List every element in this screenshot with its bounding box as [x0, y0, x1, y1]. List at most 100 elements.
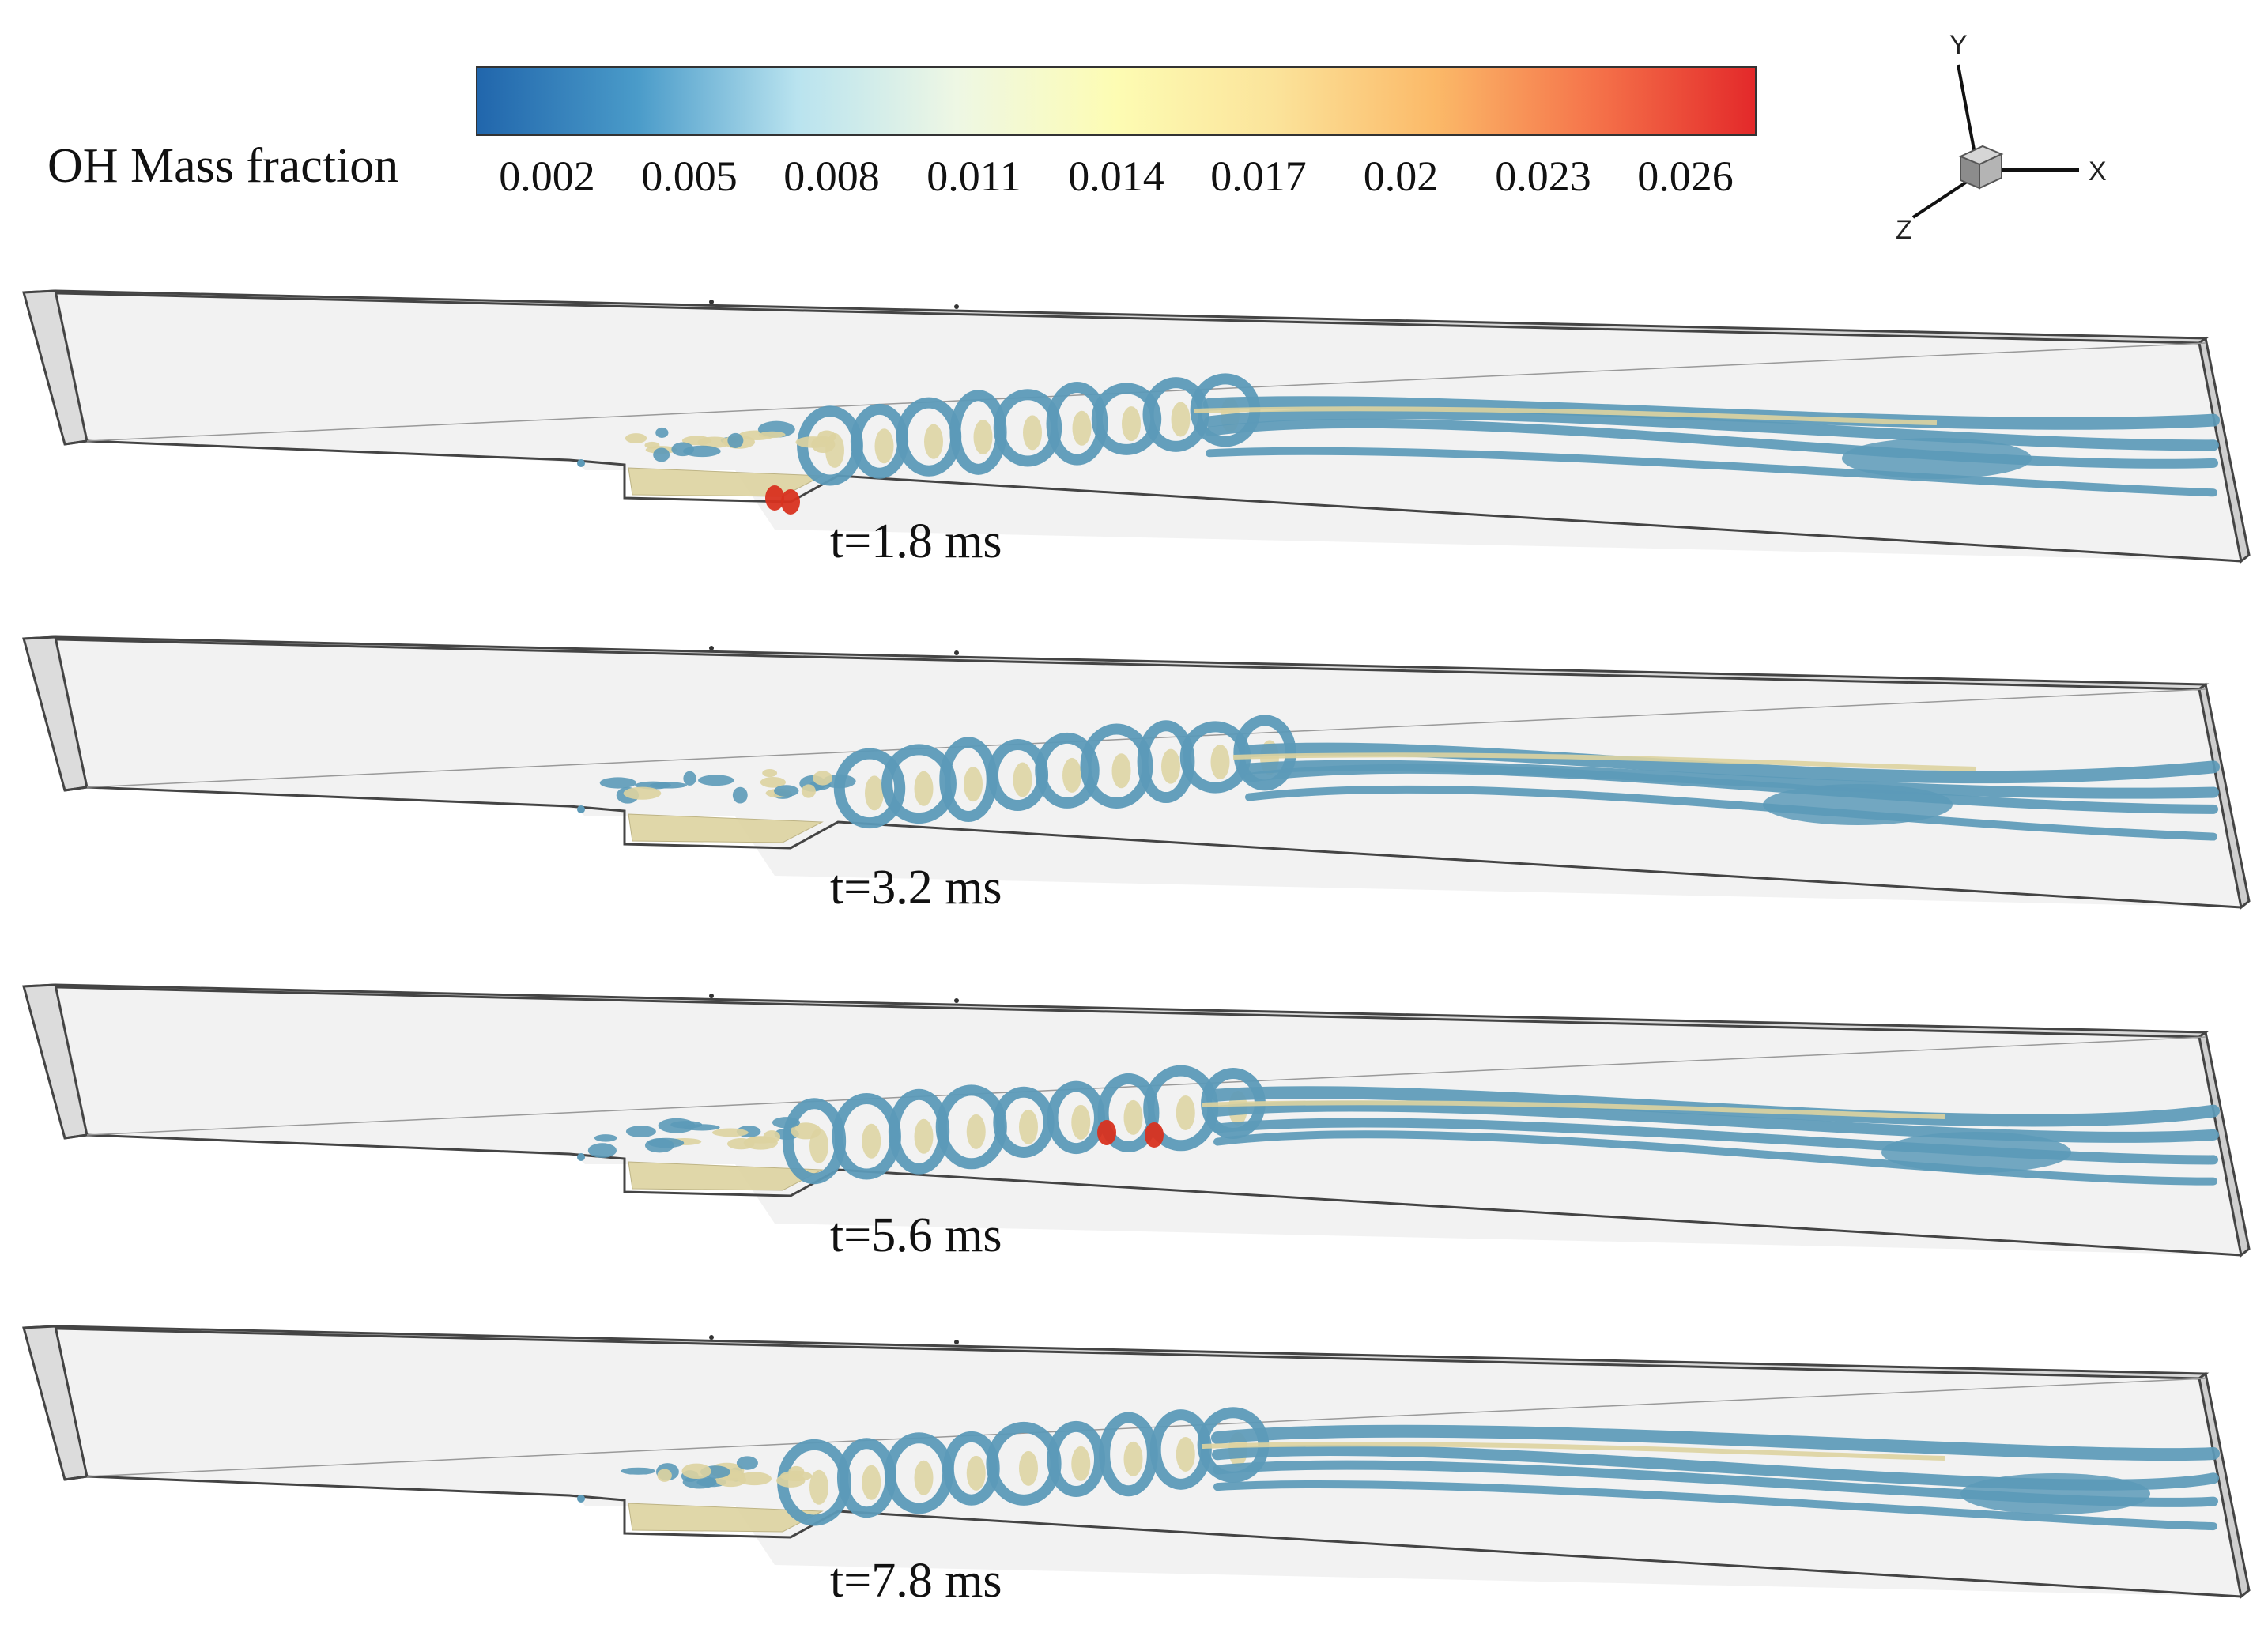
- oh-core: [973, 420, 993, 455]
- probe-point: [954, 650, 959, 655]
- time-label: t=7.8 ms: [830, 1554, 1002, 1608]
- x-axis-label: X: [2089, 156, 2107, 187]
- probe-point: [709, 300, 714, 304]
- oh-fragment: [683, 445, 721, 458]
- panel-2: [0, 607, 2268, 955]
- oh-fragment: [776, 1473, 806, 1488]
- probe-point: [709, 1335, 714, 1340]
- oh-streak: [1213, 1480, 2217, 1531]
- oh-fragment: [795, 436, 831, 448]
- oh-fragment: [594, 1134, 617, 1142]
- oh-fragment: [697, 436, 732, 448]
- oh-core: [1111, 753, 1131, 789]
- colorbar-tick: 0.014: [1068, 153, 1164, 200]
- colorbar-title: OH Mass fraction: [47, 139, 399, 193]
- injector-port: [577, 1495, 585, 1503]
- oh-downstream-blob: [1881, 1132, 2071, 1173]
- oh-mid-streak: [1193, 406, 1938, 425]
- oh-fragment: [711, 1128, 749, 1137]
- oh-fragment: [737, 1472, 772, 1486]
- panel-1: [0, 261, 2268, 609]
- oh-core: [914, 1118, 934, 1154]
- oh-core: [862, 1123, 881, 1159]
- combustor-view: [22, 289, 2251, 564]
- oh-hot-spot: [1145, 1122, 1164, 1148]
- time-label: t=1.8 ms: [830, 515, 1002, 568]
- oh-fragment: [732, 786, 748, 804]
- probe-point: [954, 998, 959, 1003]
- time-label: t=3.2 ms: [830, 861, 1002, 914]
- oh-core: [914, 1460, 934, 1495]
- oh-core: [809, 1469, 828, 1505]
- oh-core: [1072, 410, 1092, 446]
- oh-streak: [1213, 1130, 2217, 1186]
- colorbar-gradient: [476, 66, 1757, 136]
- combustor-view: [22, 635, 2251, 910]
- axes-triad: Y X Z: [1896, 30, 2107, 245]
- oh-fragment: [727, 432, 744, 448]
- oh-core: [924, 424, 943, 459]
- probe-point: [709, 646, 714, 650]
- oh-fragment: [657, 1469, 672, 1482]
- oh-core: [1071, 1446, 1091, 1481]
- channel-bottom-edge: [64, 786, 2242, 909]
- oh-core: [1176, 1436, 1195, 1472]
- oh-core: [862, 1465, 881, 1500]
- oh-streak: [1244, 764, 2218, 814]
- y-axis-line: [1957, 64, 1978, 163]
- oh-streak: [1213, 1118, 2218, 1165]
- oh-core: [1210, 745, 1230, 780]
- colorbar-tick: 0.026: [1637, 153, 1734, 200]
- oh-hot-spot: [781, 489, 800, 515]
- oh-fragment: [623, 786, 662, 800]
- oh-core: [865, 775, 884, 811]
- oh-fragment: [801, 784, 816, 798]
- oh-vortex-loop: [1142, 377, 1209, 452]
- panel-4: [0, 1296, 2268, 1644]
- oh-fragment: [655, 427, 669, 438]
- injector-port: [577, 805, 585, 813]
- oh-core: [1013, 762, 1032, 797]
- oh-fragment: [587, 1143, 617, 1158]
- oh-vortex-loop: [1091, 383, 1162, 455]
- oh-core: [1123, 1099, 1143, 1135]
- oh-core: [1171, 402, 1191, 437]
- combustor-view: [22, 1325, 2251, 1599]
- oh-fragment: [625, 433, 647, 444]
- oh-core: [1023, 415, 1042, 451]
- oh-downstream-blob: [1960, 1473, 2150, 1514]
- oh-mid-streak: [1201, 1100, 1945, 1119]
- oh-fragment: [791, 1122, 821, 1140]
- colorbar-tick: 0.011: [926, 153, 1021, 200]
- oh-downstream-blob: [1763, 784, 1953, 825]
- oh-fragment: [774, 785, 799, 797]
- colorbar-tick: 0.008: [783, 153, 880, 200]
- oh-fragment: [736, 1456, 758, 1470]
- channel-fill: [32, 640, 2241, 907]
- channel-outlet-face: [2198, 1030, 2251, 1258]
- oh-hot-spot: [1097, 1120, 1116, 1145]
- oh-fragment: [743, 1136, 778, 1150]
- colorbar-tick: 0.005: [641, 153, 738, 200]
- y-axis-label: Y: [1949, 30, 1968, 60]
- oh-core: [1071, 1104, 1091, 1140]
- injector-port: [577, 1153, 585, 1161]
- colorbar-tick-labels: 0.002 0.005 0.008 0.011 0.014 0.017 0.02…: [476, 152, 1757, 207]
- oh-fragment: [813, 771, 833, 786]
- oh-fragment: [599, 777, 636, 789]
- channel-outlet-face: [2198, 682, 2251, 910]
- probe-point: [954, 304, 959, 309]
- oh-core: [1062, 757, 1081, 793]
- oh-fragment: [762, 769, 778, 778]
- oh-fragment: [653, 447, 670, 462]
- oh-mid-streak: [1201, 1442, 1945, 1461]
- oh-vortex-loop: [881, 744, 957, 824]
- oh-core: [966, 1455, 986, 1491]
- combustor-view: [22, 983, 2251, 1258]
- oh-fragment: [621, 1467, 656, 1475]
- oh-core: [1161, 748, 1180, 784]
- channel-outlet-face: [2198, 336, 2251, 564]
- oh-downstream-blob: [1842, 438, 2032, 479]
- panel-3: [0, 955, 2268, 1303]
- cavity-flame: [628, 1503, 824, 1533]
